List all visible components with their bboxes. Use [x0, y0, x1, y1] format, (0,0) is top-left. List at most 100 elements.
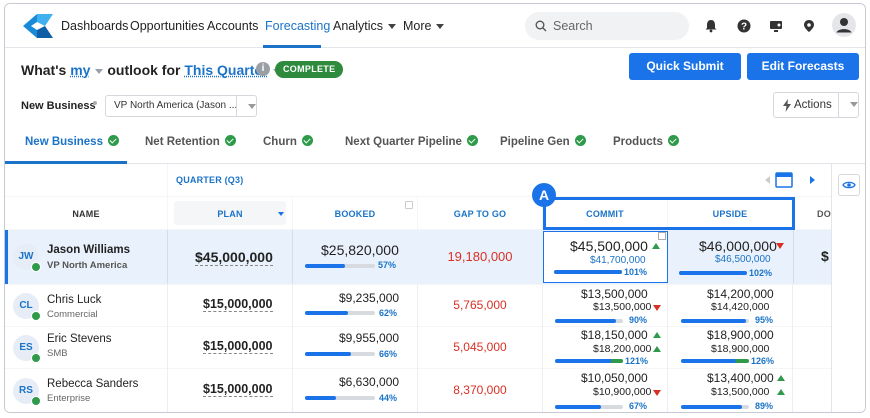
- scroll-right-icon[interactable]: [810, 176, 815, 184]
- commit-cell-editing[interactable]: $45,500,000 $41,700,000 101%: [543, 231, 668, 283]
- trend-up-icon: [653, 346, 661, 352]
- monitor-settings-icon[interactable]: [769, 19, 783, 33]
- owner-selector[interactable]: my: [70, 62, 104, 78]
- toggle-visibility-button[interactable]: [838, 174, 860, 196]
- nav-analytics[interactable]: Analytics: [333, 19, 397, 33]
- upside-progress-fill: [681, 405, 742, 409]
- help-icon[interactable]: ?: [737, 19, 751, 33]
- user-avatar-icon[interactable]: [831, 12, 857, 38]
- search-input[interactable]: Search: [525, 12, 689, 40]
- upside-header-label: UPSIDE: [712, 209, 748, 219]
- scroll-left-icon[interactable]: [765, 176, 770, 184]
- plan-value[interactable]: $45,000,000: [195, 249, 273, 266]
- owner-dropdown[interactable]: VP North America (Jason ...: [105, 95, 257, 117]
- chevron-down-icon: [248, 104, 256, 109]
- outlook-headline: What's my outlook for This Quarter ?: [21, 62, 293, 78]
- booked-column-header[interactable]: BOOKED: [293, 197, 417, 229]
- separator-dot: [93, 101, 97, 105]
- tab-label: Products: [613, 136, 663, 148]
- sort-desc-icon[interactable]: [278, 212, 284, 216]
- row-name[interactable]: Rebecca Sanders: [47, 378, 139, 390]
- nav-accounts[interactable]: Accounts: [207, 19, 259, 33]
- submitted-status-icon: [31, 396, 41, 406]
- divider: [167, 230, 168, 284]
- upside-value[interactable]: $18,900,000: [707, 328, 774, 342]
- trend-down-icon: [653, 305, 661, 311]
- row-name[interactable]: Chris Luck: [47, 294, 102, 306]
- nav-more[interactable]: More: [403, 19, 445, 33]
- row-subtitle: SMB: [47, 348, 68, 359]
- tab-next-quarter-pipeline[interactable]: Next Quarter Pipeline: [345, 135, 478, 148]
- tab-products[interactable]: Products: [613, 135, 679, 148]
- commit-subvalue: $13,500,000: [593, 301, 652, 313]
- commit-column-header[interactable]: COMMIT: [543, 197, 667, 229]
- column-layout-icon[interactable]: [775, 172, 793, 188]
- status-badge: COMPLETE: [275, 61, 344, 78]
- table-row[interactable]: ES Eric Stevens SMB $15,000,000 $9,955,0…: [5, 327, 831, 368]
- tab-churn[interactable]: Churn: [263, 135, 313, 148]
- plan-column-header[interactable]: PLAN: [168, 197, 292, 229]
- info-icon[interactable]: i: [256, 62, 270, 76]
- upside-column-header[interactable]: UPSIDE: [668, 197, 792, 229]
- upside-subvalue: $13,500,000: [711, 386, 770, 398]
- tab-new-business[interactable]: New Business: [25, 135, 119, 148]
- gap-header-label: GAP TO GO: [453, 209, 507, 219]
- tab-net-retention[interactable]: Net Retention: [145, 135, 236, 148]
- commit-value[interactable]: $18,150,000: [581, 328, 648, 342]
- name-header-label: NAME: [72, 209, 100, 219]
- avatar-initials: RS: [19, 385, 33, 396]
- gap-value: 8,370,000: [453, 383, 507, 397]
- trend-up-icon: [653, 332, 661, 338]
- expand-icon[interactable]: [405, 201, 413, 209]
- table-row[interactable]: RS Rebecca Sanders Enterprise $15,000,00…: [5, 369, 831, 412]
- tab-pipeline-gen[interactable]: Pipeline Gen: [500, 135, 586, 148]
- upside-percent: 95%: [755, 315, 774, 325]
- table-row[interactable]: CL Chris Luck Commercial $15,000,000 $9,…: [5, 285, 831, 326]
- plan-value[interactable]: $15,000,000: [203, 297, 273, 312]
- nav-opportunities[interactable]: Opportunities: [130, 19, 205, 33]
- search-placeholder: Search: [553, 19, 593, 33]
- commit-percent: 121%: [625, 356, 649, 366]
- plan-header-box: [174, 201, 286, 225]
- booked-value[interactable]: $9,955,000: [339, 331, 400, 345]
- quick-submit-button[interactable]: Quick Submit: [629, 53, 741, 80]
- commit-progress-bar: [555, 359, 623, 363]
- upside-value[interactable]: $14,200,000: [707, 287, 774, 301]
- submitted-status-icon: [31, 311, 41, 321]
- plan-value[interactable]: $15,000,000: [203, 382, 273, 397]
- booked-progress-bar: [305, 396, 375, 400]
- nav-more-label: More: [403, 19, 432, 33]
- upside-progress-fill: [681, 359, 749, 363]
- plan-value[interactable]: $15,000,000: [203, 339, 273, 354]
- commit-value[interactable]: $45,500,000: [570, 238, 648, 254]
- commit-percent: 67%: [629, 401, 648, 411]
- bell-icon[interactable]: [704, 19, 718, 33]
- upside-percent: 126%: [751, 356, 775, 366]
- nav-dashboards[interactable]: Dashboards: [61, 19, 129, 33]
- chevron-down-icon: [95, 68, 104, 74]
- gap-column-header[interactable]: GAP TO GO: [418, 197, 542, 229]
- extra-column-header[interactable]: DO: [793, 197, 831, 229]
- actions-dropdown[interactable]: Actions: [773, 92, 859, 118]
- booked-value[interactable]: $9,235,000: [339, 291, 400, 305]
- nav-forecasting[interactable]: Forecasting: [265, 19, 331, 33]
- app-logo[interactable]: [21, 12, 55, 40]
- booked-value[interactable]: $6,630,000: [339, 375, 400, 389]
- upside-value[interactable]: $46,000,000: [699, 238, 777, 254]
- row-name[interactable]: Eric Stevens: [47, 333, 112, 345]
- commit-value[interactable]: $13,500,000: [581, 287, 648, 301]
- edit-forecasts-button[interactable]: Edit Forecasts: [747, 53, 859, 80]
- edit-expand-icon[interactable]: [658, 232, 666, 240]
- booked-value[interactable]: $25,820,000: [321, 242, 399, 258]
- upside-progress-bar: [681, 405, 749, 409]
- name-column-header[interactable]: NAME: [5, 197, 167, 229]
- location-pin-icon[interactable]: [802, 19, 816, 33]
- headline-text: What's: [21, 62, 67, 78]
- upside-subvalue: $14,420,000: [711, 301, 770, 313]
- dropdown-divider: [236, 96, 237, 116]
- row-name[interactable]: Jason Williams: [47, 244, 130, 256]
- commit-value[interactable]: $10,050,000: [581, 371, 648, 385]
- commit-header-label: COMMIT: [586, 209, 624, 219]
- upside-value[interactable]: $13,400,000: [707, 371, 774, 385]
- table-row-selected[interactable]: JW Jason Williams VP North America $45,0…: [5, 230, 831, 284]
